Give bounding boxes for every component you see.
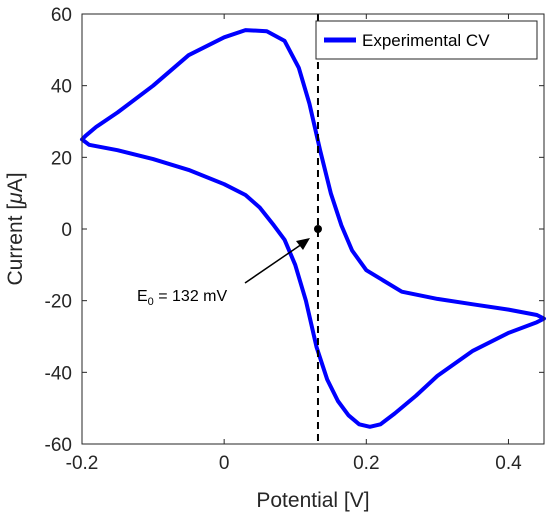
y-axis-label-prefix: Current [ xyxy=(4,204,27,286)
annotation-label-main: E xyxy=(137,288,148,305)
y-axis-label: Current [μA] xyxy=(4,172,27,285)
plot-area xyxy=(82,14,544,444)
legend: Experimental CV xyxy=(315,20,538,60)
annotation-label-rest: = 132 mV xyxy=(154,288,228,305)
y-axis-label-mu: μ xyxy=(4,192,27,205)
legend-entry-experimental-cv: Experimental CV xyxy=(362,31,490,50)
x-tick-label: 0.4 xyxy=(495,453,522,474)
annotation-label-sub: 0 xyxy=(148,296,154,308)
y-axis-label-suffix: A] xyxy=(4,172,27,192)
x-tick-label: -0.2 xyxy=(66,453,99,474)
x-axis-label: Potential [V] xyxy=(256,489,369,512)
y-tick-label: -20 xyxy=(45,292,72,313)
annotation-arrow-shaft xyxy=(244,243,303,284)
annotation-arrowhead xyxy=(296,238,310,250)
e0-annotation: E0 = 132 mV xyxy=(137,238,310,308)
axes xyxy=(81,13,545,445)
y-tick-label: 60 xyxy=(51,5,72,26)
y-tick-label: -40 xyxy=(45,363,72,384)
y-tick-label: 20 xyxy=(51,148,72,169)
x-tick-label: 0 xyxy=(219,453,230,474)
y-tick-label: 40 xyxy=(51,77,72,98)
e0-point xyxy=(313,225,322,233)
series-line-0 xyxy=(80,28,546,429)
x-tick-label: 0.2 xyxy=(353,453,379,474)
y-tick-label: 0 xyxy=(61,220,72,241)
y-tick-label: -60 xyxy=(45,435,72,456)
tick-labels: -0.2 0 0.2 0.4 -60 -40 -20 0 20 40 60 xyxy=(45,5,523,474)
data-layer xyxy=(80,14,546,444)
annotation-label: E0 = 132 mV xyxy=(137,288,228,308)
